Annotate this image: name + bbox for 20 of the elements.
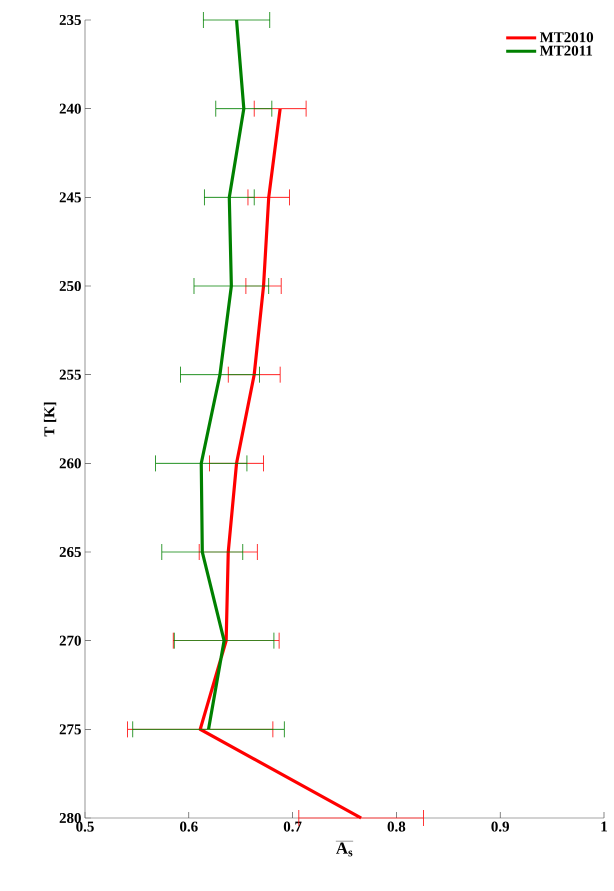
y-tick-label: 240 <box>60 104 81 114</box>
y-tick-label: 275 <box>60 724 81 734</box>
x-tick-label: 0.9 <box>491 822 509 832</box>
x-tick-label: 0.6 <box>180 822 198 832</box>
y-tick-label: 270 <box>60 636 81 646</box>
x-tick-label: 1 <box>601 822 607 832</box>
y-tick-label: 280 <box>60 812 81 824</box>
x-tick-label: 0.5 <box>76 822 94 832</box>
legend-label: MT2010 <box>540 32 594 42</box>
x-axis-title: $\overline{\mathbf{A}_{\mathbf{s}}}$ <box>336 841 354 856</box>
y-tick-label: 250 <box>60 280 81 292</box>
y-tick-label: 265 <box>60 546 81 558</box>
x-tick-label: 0.7 <box>284 822 302 832</box>
x-tick-label: 0.8 <box>388 822 406 832</box>
y-tick-label: 255 <box>60 370 81 380</box>
y-tick-label: 260 <box>60 458 81 468</box>
y-tick-label: 235 <box>60 14 81 26</box>
legend-label: MT2011 <box>540 46 592 56</box>
y-axis-title: T [K] <box>44 402 56 436</box>
y-tick-label: 245 <box>60 192 81 202</box>
